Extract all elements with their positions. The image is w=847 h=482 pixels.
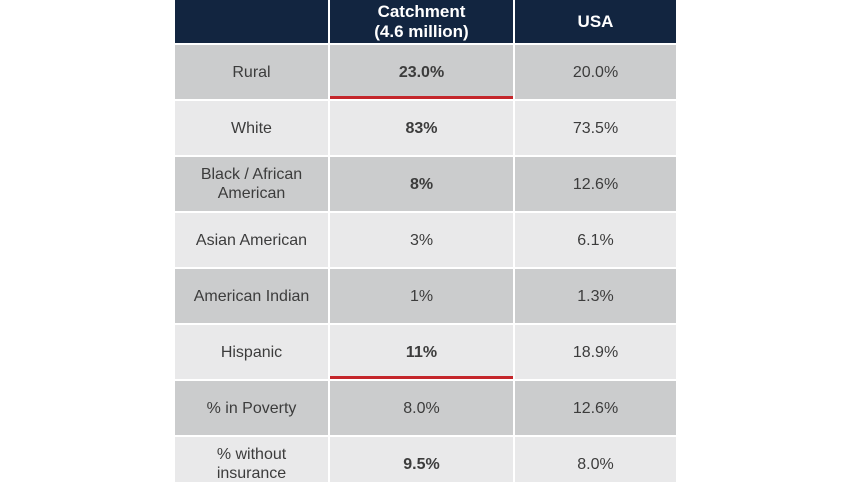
catchment-value-cell: 83% — [330, 101, 515, 155]
row-label: Rural — [175, 45, 330, 99]
table-row: American Indian 1% 1.3% — [175, 269, 676, 325]
usa-value-cell: 8.0% — [515, 437, 676, 482]
table-row: % without insurance 9.5% 8.0% — [175, 437, 676, 482]
row-label: Asian American — [175, 213, 330, 267]
header-catchment-line1: Catchment — [377, 1, 466, 21]
table-row: Rural 23.0% 20.0% — [175, 45, 676, 101]
table-header-row: Catchment (4.6 million) USA — [175, 0, 676, 45]
table-row: Asian American 3% 6.1% — [175, 213, 676, 269]
usa-value: 8.0% — [577, 455, 614, 473]
row-label: American Indian — [175, 269, 330, 323]
red-underline — [330, 96, 513, 99]
catchment-value: 23.0% — [398, 63, 445, 81]
catchment-value: 11% — [405, 343, 438, 361]
row-label: Hispanic — [175, 325, 330, 379]
header-catchment: Catchment (4.6 million) — [330, 0, 515, 43]
table-row: Hispanic 11% 18.9% — [175, 325, 676, 381]
usa-value: 12.6% — [572, 399, 619, 417]
demographics-table: Catchment (4.6 million) USA Rural 23.0% … — [175, 0, 676, 482]
catchment-value-cell: 8% — [330, 157, 515, 211]
catchment-value-cell: 8.0% — [330, 381, 515, 435]
usa-value: 12.6% — [572, 175, 619, 193]
usa-value-cell: 12.6% — [515, 381, 676, 435]
usa-value: 1.3% — [577, 287, 614, 305]
table-row: % in Poverty 8.0% 12.6% — [175, 381, 676, 437]
usa-value: 18.9% — [572, 343, 619, 361]
usa-value-cell: 1.3% — [515, 269, 676, 323]
usa-value-cell: 20.0% — [515, 45, 676, 99]
catchment-value: 9.5% — [403, 455, 440, 473]
red-underline — [330, 376, 513, 379]
header-empty-cell — [175, 0, 330, 43]
usa-value-cell: 73.5% — [515, 101, 676, 155]
usa-value: 6.1% — [577, 231, 614, 249]
usa-value: 20.0% — [572, 63, 619, 81]
usa-value-cell: 12.6% — [515, 157, 676, 211]
table-row: Black / African American 8% 12.6% — [175, 157, 676, 213]
header-usa-label: USA — [577, 11, 614, 31]
row-label: White — [175, 101, 330, 155]
usa-value: 73.5% — [572, 119, 619, 137]
catchment-value-cell: 11% — [330, 325, 515, 379]
usa-value-cell: 18.9% — [515, 325, 676, 379]
header-usa: USA — [515, 0, 676, 43]
catchment-value-cell: 9.5% — [330, 437, 515, 482]
row-label: % in Poverty — [175, 381, 330, 435]
table-body: Rural 23.0% 20.0% White 83% 73.5% Black … — [175, 45, 676, 482]
catchment-value: 1% — [409, 287, 434, 305]
header-catchment-line2: (4.6 million) — [374, 21, 469, 41]
usa-value-cell: 6.1% — [515, 213, 676, 267]
catchment-value-cell: 23.0% — [330, 45, 515, 99]
catchment-value: 3% — [409, 231, 434, 249]
catchment-value: 8% — [409, 175, 434, 193]
catchment-value-cell: 1% — [330, 269, 515, 323]
catchment-value: 83% — [405, 119, 438, 137]
row-label: Black / African American — [175, 157, 330, 211]
catchment-value-cell: 3% — [330, 213, 515, 267]
catchment-value: 8.0% — [403, 399, 440, 417]
row-label: % without insurance — [175, 437, 330, 482]
table-row: White 83% 73.5% — [175, 101, 676, 157]
